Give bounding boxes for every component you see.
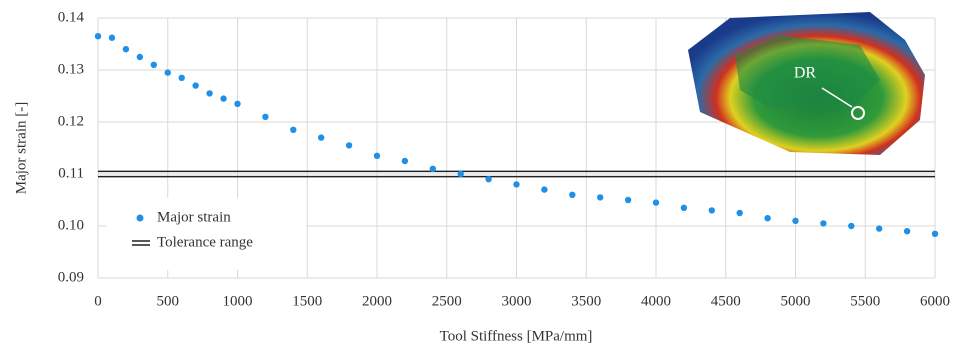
y-axis-label: Major strain [-] <box>13 102 29 194</box>
x-tick-label: 5500 <box>850 293 880 309</box>
data-point <box>485 176 491 182</box>
x-tick-label: 4000 <box>641 293 671 309</box>
data-point <box>220 95 226 101</box>
x-axis-label: Tool Stiffness [MPa/mm] <box>440 328 593 344</box>
data-point <box>541 186 547 192</box>
x-tick-label: 3000 <box>502 293 532 309</box>
x-tick-label: 4500 <box>711 293 741 309</box>
data-point <box>513 181 519 187</box>
data-point <box>932 231 938 237</box>
data-point <box>179 75 185 81</box>
x-tick-label: 1000 <box>223 293 253 309</box>
data-point <box>151 62 157 68</box>
chart: 0.09 0.10 0.11 0.12 0.13 0.14 0 500 1000 1500 2000… <box>0 0 957 352</box>
data-point <box>402 158 408 164</box>
data-point <box>137 54 143 60</box>
annotation: DR <box>794 65 817 82</box>
x-tick-label: 500 <box>157 293 180 309</box>
data-point <box>262 114 268 120</box>
y-tick-label: 0.12 <box>58 113 84 129</box>
data-point <box>569 192 575 198</box>
data-point <box>318 134 324 140</box>
legend-swatch <box>137 215 144 222</box>
y-tick-label: 0.13 <box>58 61 84 77</box>
data-point <box>123 46 129 52</box>
data-point <box>904 228 910 234</box>
x-tick-label: 2500 <box>432 293 462 309</box>
x-tick-label: 1500 <box>292 293 322 309</box>
x-tick-label: 2000 <box>362 293 392 309</box>
x-tick-label: 0 <box>94 293 102 309</box>
x-tick-label: 5000 <box>781 293 811 309</box>
data-point <box>206 90 212 96</box>
y-tick-label: 0.11 <box>58 165 84 181</box>
data-point <box>109 35 115 41</box>
data-point <box>820 220 826 226</box>
data-point <box>290 127 296 133</box>
data-point <box>764 215 770 221</box>
x-tick-label: 6000 <box>920 293 950 309</box>
y-tick-label: 0.09 <box>58 269 84 285</box>
data-point <box>681 205 687 211</box>
y-tick-label: 0.14 <box>58 9 85 25</box>
data-point <box>165 69 171 75</box>
data-point <box>792 218 798 224</box>
legend-label: Major strain <box>157 209 231 225</box>
data-point <box>458 171 464 177</box>
data-point <box>95 33 101 39</box>
data-point <box>625 197 631 203</box>
data-point <box>597 194 603 200</box>
y-tick-label: 0.10 <box>58 217 84 233</box>
data-point <box>709 207 715 213</box>
data-point <box>374 153 380 159</box>
legend: Major strain Tolerance range <box>106 198 306 270</box>
data-point <box>653 199 659 205</box>
data-point <box>876 225 882 231</box>
legend-label: Tolerance range <box>157 234 253 250</box>
data-point <box>192 82 198 88</box>
data-point <box>346 142 352 148</box>
data-point <box>234 101 240 107</box>
inset-image: DR <box>688 12 925 155</box>
data-point <box>737 210 743 216</box>
data-point <box>848 223 854 229</box>
data-point <box>430 166 436 172</box>
x-tick-label: 3500 <box>571 293 601 309</box>
